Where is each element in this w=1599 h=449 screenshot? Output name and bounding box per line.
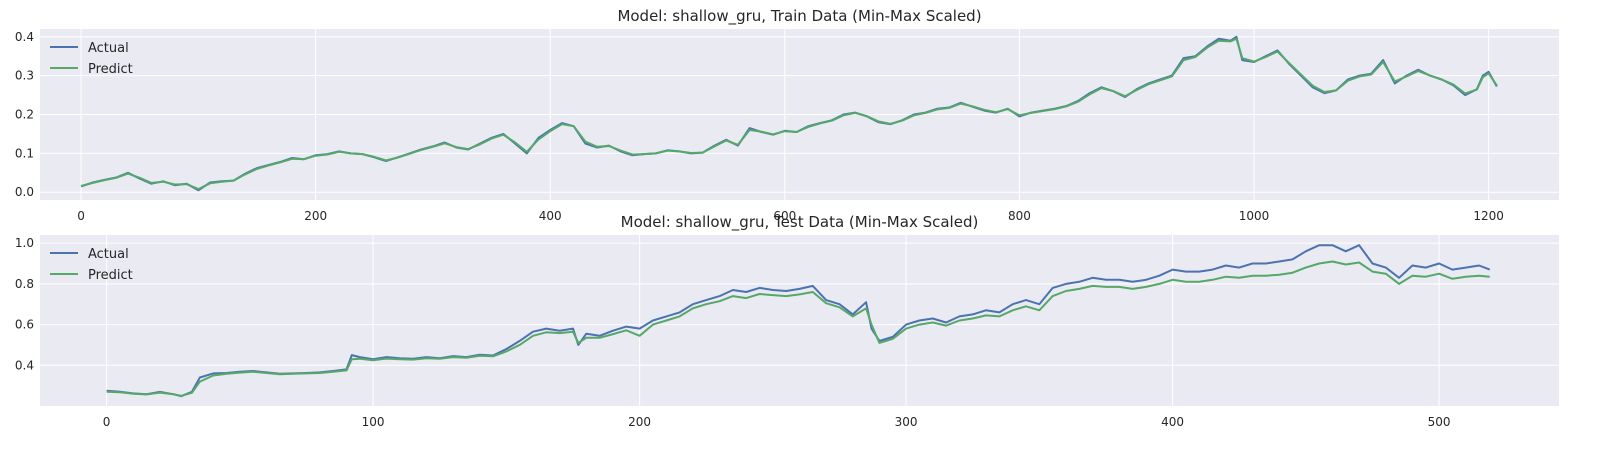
x-tick-label: 200 [304, 209, 327, 223]
series-line-predict [80, 37, 1498, 191]
legend-label: Predict [88, 62, 133, 77]
y-tick-label: 0.4 [15, 30, 34, 44]
x-tick-label: 1000 [1239, 209, 1270, 223]
legend: Actual Predict [50, 247, 133, 283]
chart-1: 0 200 400 600 800 1000 1200 0.0 0.1 0.2 0.3 0.4 Mode… [15, 7, 1559, 223]
x-tick-label: 200 [628, 415, 651, 429]
x-tick-label: 400 [1161, 415, 1184, 429]
x-tick-label: 500 [1428, 415, 1451, 429]
plot-area [40, 235, 1559, 406]
chart-2: 0 100 200 300 400 500 0.4 0.6 0.8 1.0 Model: shall… [15, 213, 1559, 429]
y-tick-label: 0.0 [15, 185, 34, 199]
y-tick-label: 0.3 [15, 69, 34, 83]
x-tick-label: 0 [103, 415, 111, 429]
x-tick-label: 0 [77, 209, 85, 223]
y-tick-label: 0.8 [15, 277, 34, 291]
series-line-predict [106, 260, 1490, 397]
chart-title: Model: shallow_gru, Train Data (Min-Max … [617, 7, 981, 26]
y-tick-label: 0.2 [15, 108, 34, 122]
x-tick-label: 400 [539, 209, 562, 223]
x-tick-label: 300 [895, 415, 918, 429]
y-tick-label: 0.1 [15, 146, 34, 160]
x-tick-label: 800 [1008, 209, 1031, 223]
legend-label: Actual [88, 247, 129, 262]
legend-label: Predict [88, 268, 133, 283]
x-tick-label: 1200 [1473, 209, 1504, 223]
chart-title: Model: shallow_gru, Test Data (Min-Max S… [621, 213, 979, 232]
legend-label: Actual [88, 41, 129, 56]
y-tick-label: 0.6 [15, 318, 34, 332]
y-tick-label: 0.4 [15, 358, 34, 372]
y-tick-label: 1.0 [15, 236, 34, 250]
legend: Actual Predict [50, 41, 133, 77]
x-tick-label: 600 [773, 209, 796, 223]
x-tick-label: 100 [362, 415, 385, 429]
